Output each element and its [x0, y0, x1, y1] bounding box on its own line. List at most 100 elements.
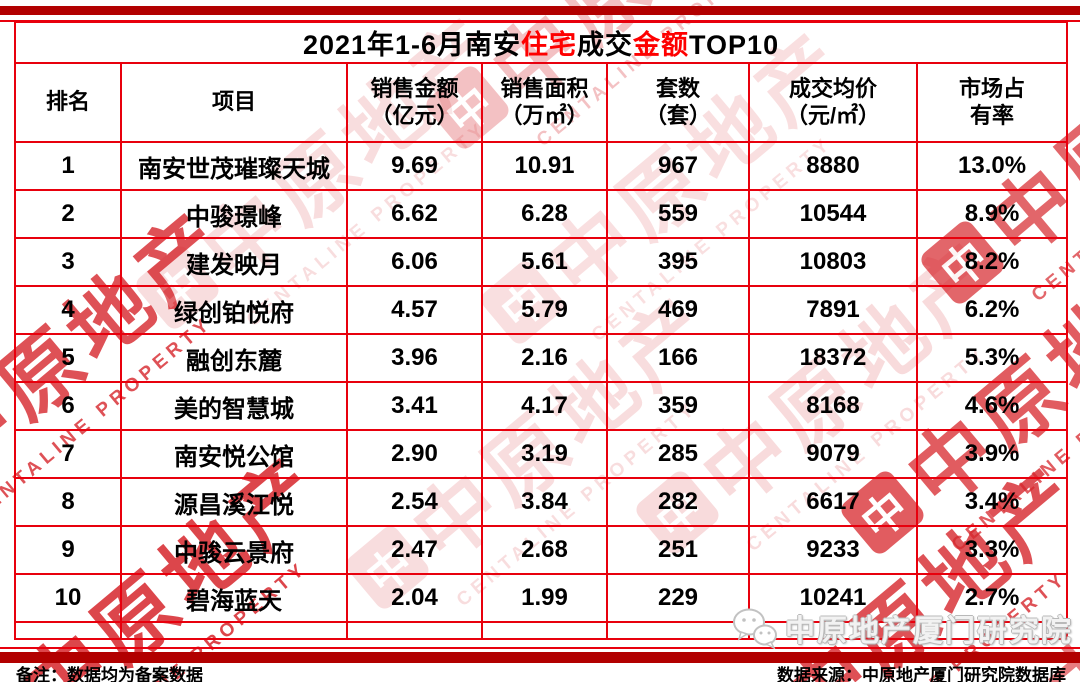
cell-avg_price: 10803	[748, 237, 918, 287]
spacer-cell	[14, 621, 122, 640]
column-header-rank: 排名	[14, 62, 122, 143]
table-title: 2021年1-6月南安住宅成交金额TOP10	[13, 21, 1069, 64]
cell-avg_price: 10544	[748, 189, 918, 239]
cell-amount: 3.41	[346, 381, 483, 431]
cell-share: 3.3%	[915, 525, 1069, 575]
cell-avg_price: 18372	[748, 333, 918, 383]
table-row: 9 中骏云景府 2.47 2.68 251 9233 3.3%	[14, 525, 1069, 575]
cell-rank: 1	[14, 141, 122, 191]
cell-project: 碧海蓝天	[120, 573, 348, 623]
top-rule	[0, 6, 1080, 15]
top-line	[0, 20, 1080, 22]
cell-units: 559	[606, 189, 750, 239]
column-header-project: 项目	[120, 62, 348, 143]
table-row: 7 南安悦公馆 2.90 3.19 285 9079 3.9%	[14, 429, 1069, 479]
wechat-icon	[733, 608, 777, 649]
cell-amount: 2.47	[346, 525, 483, 575]
cell-amount: 3.96	[346, 333, 483, 383]
column-header-avg_price: 成交均价 （元/㎡）	[748, 62, 918, 143]
footer-source: 数据来源：中原地产厦门研究院数据库	[777, 666, 1066, 682]
cell-avg_price: 10241	[748, 573, 918, 623]
cell-amount: 4.57	[346, 285, 483, 335]
table-row: 1 南安世茂璀璨天城 9.69 10.91 967 8880 13.0%	[14, 141, 1069, 191]
spacer-cell	[481, 621, 608, 640]
cell-rank: 6	[14, 381, 122, 431]
cell-units: 166	[606, 333, 750, 383]
top10-table: 2021年1-6月南安住宅成交金额TOP10 排名 项目 销售金额 （亿元） 销售面积…	[13, 21, 1069, 640]
cell-rank: 2	[14, 189, 122, 239]
spacer-cell	[346, 621, 483, 640]
cell-area: 5.61	[481, 237, 608, 287]
cell-area: 5.79	[481, 285, 608, 335]
cell-area: 6.28	[481, 189, 608, 239]
cell-rank: 4	[14, 285, 122, 335]
cell-project: 融创东麓	[120, 333, 348, 383]
title-segment: TOP10	[689, 30, 780, 60]
table-row: 10 碧海蓝天 2.04 1.99 229 10241 2.7%	[14, 573, 1069, 623]
table-row: 3 建发映月 6.06 5.61 395 10803 8.2%	[14, 237, 1069, 287]
column-header-area: 销售面积 （万㎡）	[481, 62, 608, 143]
table-row: 5 融创东麓 3.96 2.16 166 18372 5.3%	[14, 333, 1069, 383]
cell-amount: 6.62	[346, 189, 483, 239]
cell-project: 中骏云景府	[120, 525, 348, 575]
table-header-row: 排名 项目 销售金额 （亿元） 销售面积 （万㎡） 套数 （套） 成交均价 （元/㎡） 市场…	[14, 62, 1069, 143]
cell-units: 251	[606, 525, 750, 575]
cell-share: 6.2%	[915, 285, 1069, 335]
cell-rank: 9	[14, 525, 122, 575]
cell-share: 13.0%	[915, 141, 1069, 191]
cell-amount: 2.04	[346, 573, 483, 623]
cell-avg_price: 8880	[748, 141, 918, 191]
cell-area: 10.91	[481, 141, 608, 191]
cell-amount: 9.69	[346, 141, 483, 191]
cell-project: 南安世茂璀璨天城	[120, 141, 348, 191]
cell-units: 967	[606, 141, 750, 191]
cell-avg_price: 9233	[748, 525, 918, 575]
title-segment: 住宅	[521, 30, 578, 60]
column-header-amount: 销售金额 （亿元）	[346, 62, 483, 143]
spacer-cell	[606, 621, 750, 640]
cell-area: 3.84	[481, 477, 608, 527]
cell-units: 285	[606, 429, 750, 479]
column-header-units: 套数 （套）	[606, 62, 750, 143]
bottom-line	[0, 647, 1080, 649]
cell-amount: 6.06	[346, 237, 483, 287]
column-header-share: 市场占 有率	[915, 62, 1069, 143]
research-institute-watermark-text: 中原地产厦门研究院	[785, 615, 1073, 648]
cell-avg_price: 7891	[748, 285, 918, 335]
cell-share: 8.2%	[915, 237, 1069, 287]
table-row: 2 中骏璟峰 6.62 6.28 559 10544 8.9%	[14, 189, 1069, 239]
cell-units: 229	[606, 573, 750, 623]
cell-area: 3.19	[481, 429, 608, 479]
bottom-rule	[0, 652, 1080, 663]
cell-share: 3.9%	[915, 429, 1069, 479]
cell-area: 1.99	[481, 573, 608, 623]
cell-rank: 3	[14, 237, 122, 287]
cell-units: 395	[606, 237, 750, 287]
cell-share: 5.3%	[915, 333, 1069, 383]
cell-share: 4.6%	[915, 381, 1069, 431]
cell-rank: 10	[14, 573, 122, 623]
cell-units: 469	[606, 285, 750, 335]
cell-units: 359	[606, 381, 750, 431]
cell-project: 绿创铂悦府	[120, 285, 348, 335]
cell-avg_price: 9079	[748, 429, 918, 479]
cell-rank: 5	[14, 333, 122, 383]
spacer-cell	[915, 621, 1069, 640]
cell-rank: 7	[14, 429, 122, 479]
cell-share: 3.4%	[915, 477, 1069, 527]
cell-project: 美的智慧城	[120, 381, 348, 431]
cell-project: 源昌溪江悦	[120, 477, 348, 527]
title-segment: 金额	[633, 30, 690, 60]
cell-rank: 8	[14, 477, 122, 527]
cell-project: 建发映月	[120, 237, 348, 287]
cell-share: 8.9%	[915, 189, 1069, 239]
cell-area: 4.17	[481, 381, 608, 431]
cell-project: 南安悦公馆	[120, 429, 348, 479]
title-segment: 2021年1-6月南安	[302, 30, 522, 60]
cell-avg_price: 8168	[748, 381, 918, 431]
spacer-cell	[120, 621, 348, 640]
cell-share: 2.7%	[915, 573, 1069, 623]
title-segment: 成交	[577, 30, 634, 60]
cell-area: 2.68	[481, 525, 608, 575]
